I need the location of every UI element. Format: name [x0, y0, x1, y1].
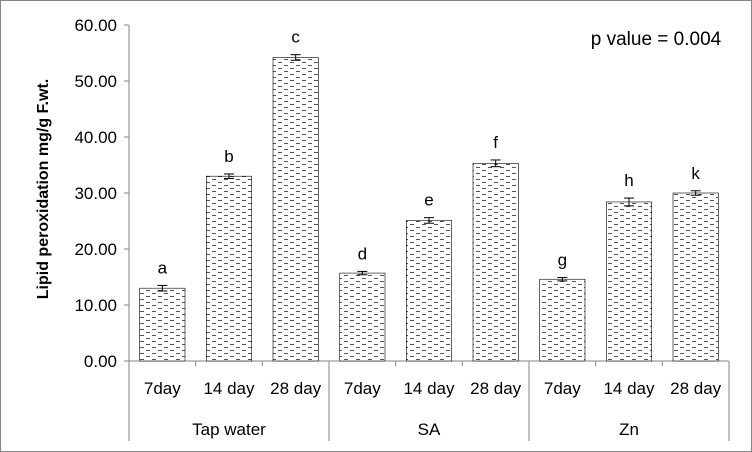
x-category-label: 28 day: [470, 379, 522, 398]
significance-letter: g: [558, 251, 567, 270]
y-tick-label: 60.00: [74, 16, 117, 35]
bar: [339, 272, 386, 362]
y-axis-title: Lipid peroxidation mg/g F.wt.: [35, 79, 52, 299]
bar: [539, 278, 586, 362]
y-tick-label: 40.00: [74, 128, 117, 147]
bar: [272, 57, 319, 362]
y-tick-label: 50.00: [74, 72, 117, 91]
labels: a 7day b 14 day c 28 day d 7day e 14 day f 28 day g 7…: [144, 28, 722, 439]
bar: [406, 220, 452, 362]
x-category-label: 14 day: [603, 379, 655, 398]
x-category-label: 14 day: [403, 379, 455, 398]
x-category-label: 28 day: [270, 379, 322, 398]
significance-letter: e: [424, 191, 433, 210]
bars: [139, 54, 719, 362]
x-category-label: 7day: [544, 379, 581, 398]
significance-letter: a: [158, 258, 168, 277]
x-group-label: Zn: [619, 420, 639, 439]
significance-letter: h: [624, 171, 633, 190]
bar: [139, 287, 186, 362]
y-tick-label: 0.00: [84, 352, 117, 371]
y-tick-label: 20.00: [74, 240, 117, 259]
x-category-label: 28 day: [670, 379, 722, 398]
significance-letter: d: [358, 244, 367, 263]
y-tick-label: 10.00: [74, 296, 117, 315]
x-group-label: SA: [418, 420, 441, 439]
significance-letter: f: [493, 133, 498, 152]
x-category-label: 14 day: [203, 379, 255, 398]
significance-letter: b: [224, 147, 233, 166]
x-category-label: 7day: [344, 379, 381, 398]
axes: 0.00 10.00 20.00 30.00 40.00 50.00 60.00: [74, 16, 730, 441]
p-value-annotation: p value = 0.004: [591, 29, 722, 50]
bar: [206, 175, 252, 362]
significance-letter: k: [691, 164, 700, 183]
significance-letter: c: [291, 28, 300, 47]
x-group-label: Tap water: [192, 420, 266, 439]
bar: [672, 192, 719, 362]
y-tick-label: 30.00: [74, 184, 117, 203]
bar: [606, 201, 652, 362]
bar: [472, 163, 519, 362]
x-category-label: 7day: [144, 379, 181, 398]
